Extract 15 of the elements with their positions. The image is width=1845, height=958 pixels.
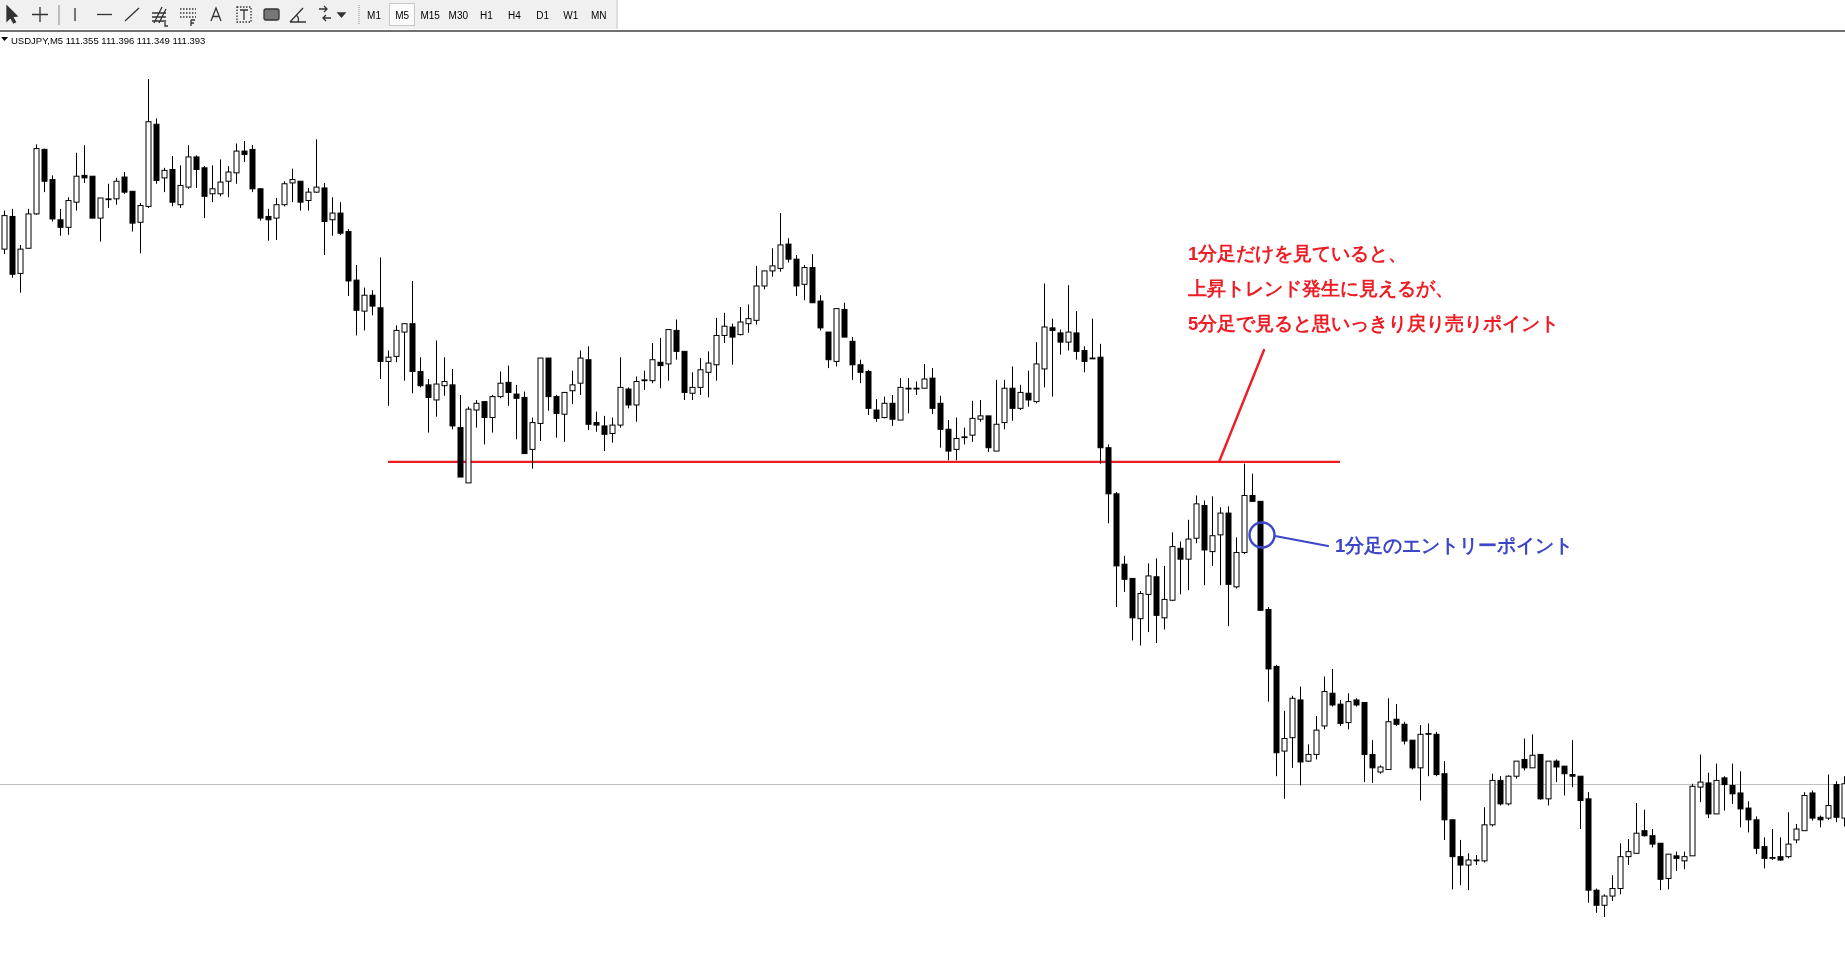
text: MN bbox=[591, 9, 607, 21]
text: M1 bbox=[367, 9, 382, 21]
annotation: 1分足のエントリーポイント bbox=[1335, 535, 1574, 556]
text: H4 bbox=[508, 9, 522, 21]
text: H1 bbox=[480, 9, 494, 21]
annotation: 5分足で見ると思いっきり戻り売りポイント bbox=[1188, 313, 1560, 334]
text: M5 bbox=[395, 9, 410, 21]
annotation: 上昇トレンド発生に見えるが、 bbox=[1187, 278, 1454, 299]
text: D1 bbox=[536, 9, 550, 21]
chart-subtitle: USDJPY,M5 111.355 111.396 111.349 111.393 bbox=[11, 34, 206, 46]
text: W1 bbox=[563, 9, 579, 21]
candlestick bbox=[569, 370, 576, 405]
text: M30 bbox=[448, 9, 469, 21]
text: M15 bbox=[420, 9, 441, 21]
annotation: 1分足だけを見ていると、 bbox=[1188, 243, 1408, 264]
